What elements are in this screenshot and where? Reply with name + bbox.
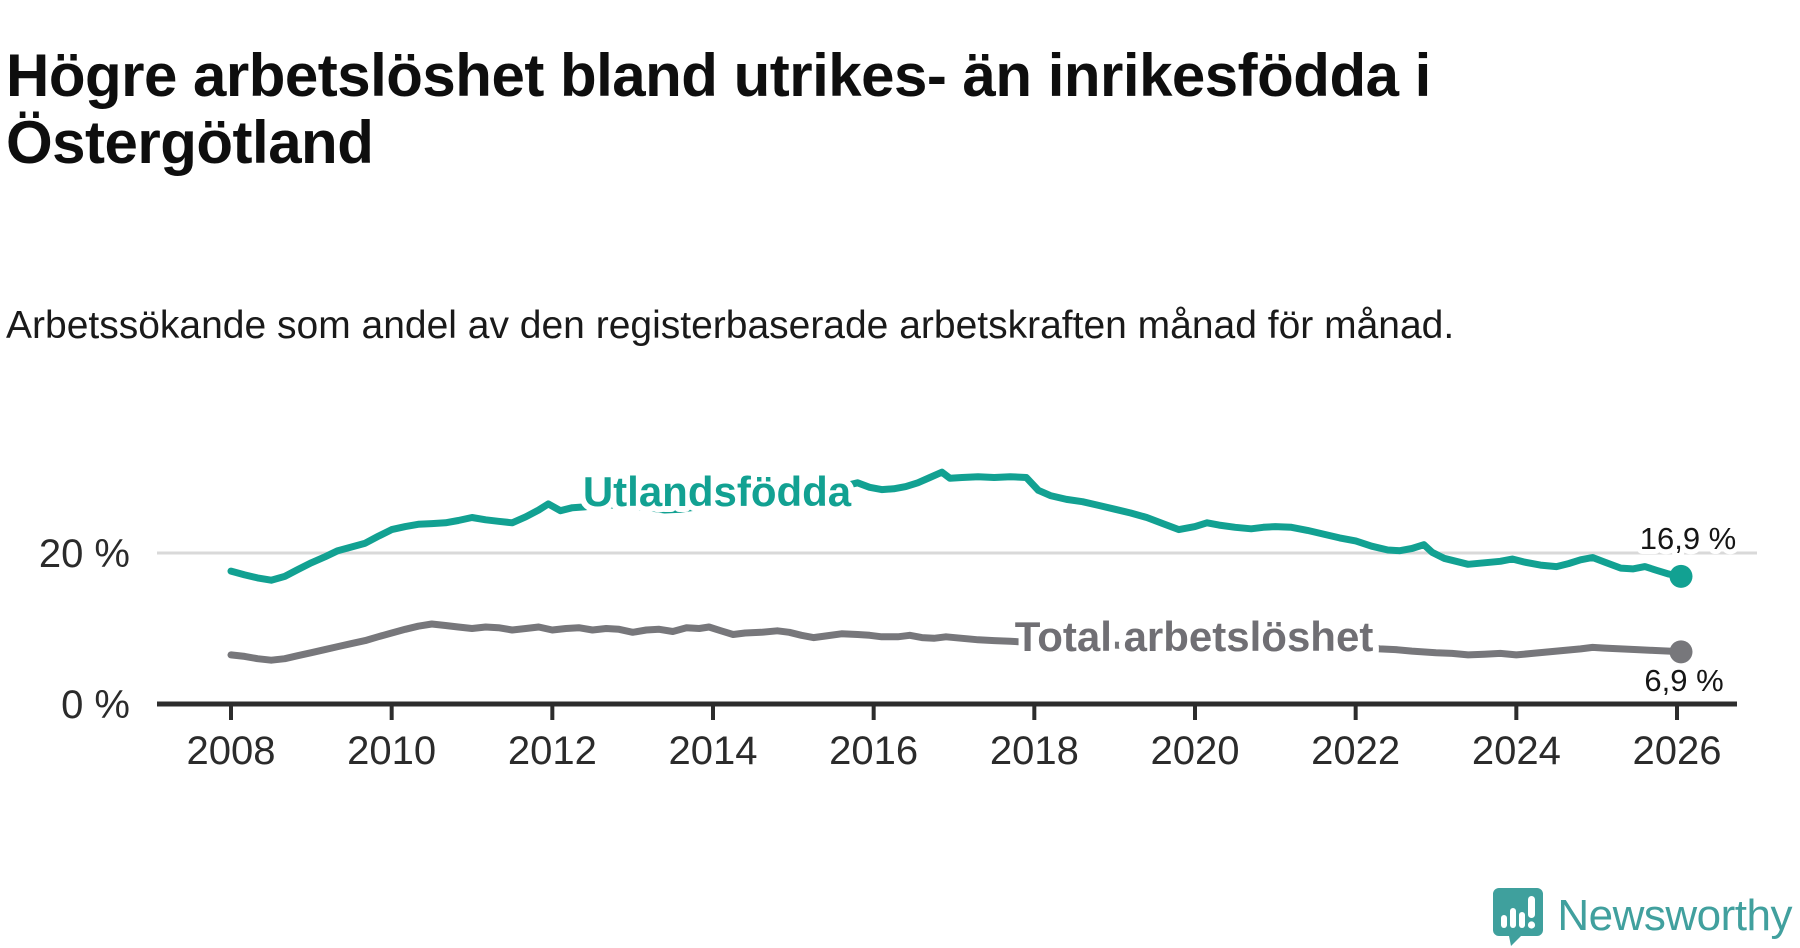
end-dot <box>1669 564 1693 588</box>
page-title: Högre arbetslöshet bland utrikes- än inr… <box>6 42 1431 177</box>
plot-lines <box>227 468 1685 664</box>
x-tick-label: 2014 <box>669 729 758 773</box>
x-tick-label: 2026 <box>1633 729 1722 773</box>
bar-2 <box>1510 908 1517 928</box>
series-end-dots <box>1669 564 1693 664</box>
x-tick-label: 2016 <box>829 729 918 773</box>
x-tick-label: 2024 <box>1472 729 1561 773</box>
end-dot <box>1669 640 1693 664</box>
x-axis-ticks <box>229 704 1679 720</box>
exclamation-dot <box>1528 921 1536 929</box>
end-value-label-total: 6,9 % <box>1644 663 1723 698</box>
series-label-utlandsfodda: Utlandsfödda <box>583 468 852 515</box>
series-line-total-arbetsl-shet <box>227 620 1685 664</box>
chart-subtitle: Arbetssökande som andel av den registerb… <box>6 304 1455 347</box>
exclamation-bar <box>1528 896 1536 918</box>
newsworthy-logo: Newsworthy <box>1491 886 1792 946</box>
series-label-total-arbetsloshet: Total arbetslöshet <box>1015 613 1374 660</box>
x-tick-label: 2010 <box>347 729 436 773</box>
newsworthy-logo-text: Newsworthy <box>1557 891 1792 940</box>
x-axis-labels: 2008 2010 2012 2014 2016 2018 2020 2022 2024 2026 <box>187 729 1722 773</box>
x-tick-label: 2012 <box>508 729 597 773</box>
x-tick-label: 2020 <box>1151 729 1240 773</box>
x-tick-label: 2022 <box>1311 729 1400 773</box>
bar-1 <box>1501 915 1508 928</box>
y-tick-label-20: 20 % <box>39 532 130 576</box>
speech-bubble-shape <box>1493 888 1544 946</box>
x-tick-label: 2008 <box>187 729 276 773</box>
x-tick-label: 2018 <box>990 729 1079 773</box>
end-value-label-utlandsfodda: 16,9 % <box>1640 521 1737 556</box>
bar-3 <box>1519 912 1526 928</box>
series-line-utlandsf-dda <box>227 468 1685 584</box>
newsworthy-logo-icon <box>1493 888 1544 946</box>
y-tick-label-0: 0 % <box>61 683 130 727</box>
